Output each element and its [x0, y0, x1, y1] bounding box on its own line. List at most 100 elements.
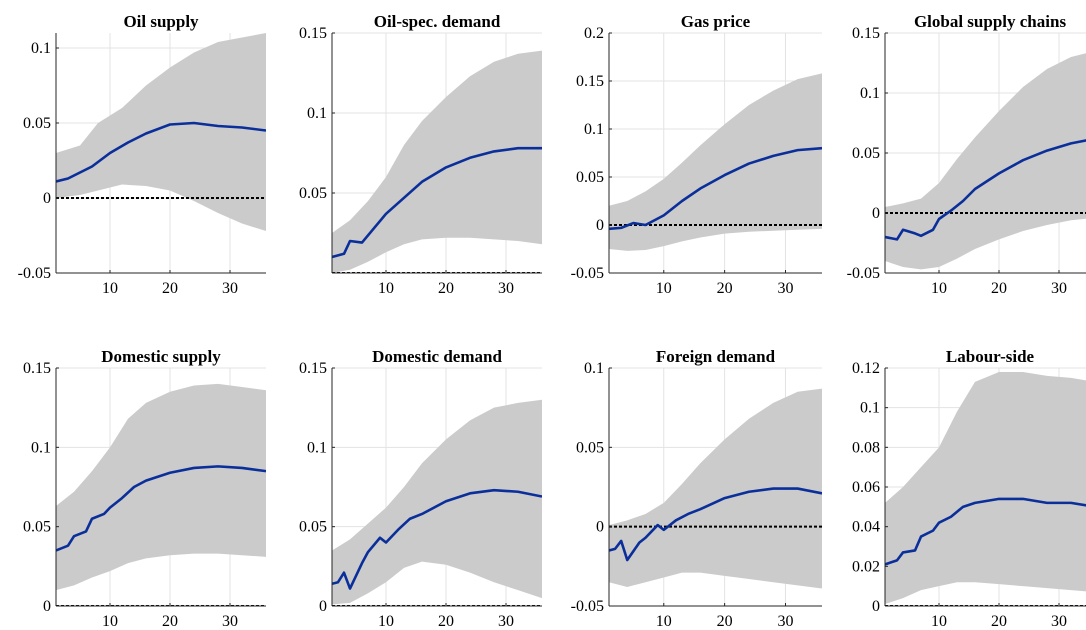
x-tick-label: 20 — [438, 613, 454, 630]
y-tick-label: 0.04 — [852, 519, 880, 536]
x-tick-label: 20 — [717, 280, 733, 297]
x-tick-label: 20 — [991, 280, 1007, 297]
plot-area — [332, 399, 542, 606]
x-tick-label: 30 — [1051, 280, 1067, 297]
y-tick-label: 0.15 — [299, 25, 327, 42]
confidence-band — [885, 371, 1086, 605]
response-line — [609, 146, 822, 231]
y-tick-label: 0 — [596, 217, 604, 234]
y-tick-label: 0.06 — [852, 479, 880, 496]
y-tick-label: 0.1 — [307, 439, 327, 456]
x-tick-label: 30 — [498, 280, 514, 297]
x-tick-label: 30 — [777, 280, 793, 297]
panel-title: Oil supply — [123, 12, 199, 31]
y-tick-label: 0.1 — [31, 439, 51, 456]
x-tick-label: 10 — [102, 613, 118, 630]
y-tick-label: 0.05 — [23, 115, 51, 132]
plot-area — [885, 371, 1086, 606]
response-line — [885, 497, 1086, 566]
panel-title: Labour-side — [946, 347, 1035, 366]
plot-area — [56, 33, 266, 231]
y-tick-label: 0.1 — [584, 360, 604, 377]
y-tick-label: 0.12 — [852, 360, 880, 377]
x-tick-label: 30 — [1051, 613, 1067, 630]
panel-title: Global supply chains — [914, 12, 1067, 31]
y-tick-label: 0.05 — [299, 185, 327, 202]
y-tick-label: 0 — [596, 519, 604, 536]
chart-panel: 0 0.05 0.1 0.15 10 20 30 Domestic supply — [23, 347, 266, 630]
y-tick-label: 0 — [872, 598, 880, 615]
x-tick-label: 30 — [498, 613, 514, 630]
y-tick-label: 0.1 — [307, 105, 327, 122]
y-tick-label: 0.15 — [852, 25, 880, 42]
plot-area — [885, 53, 1086, 270]
panel-title: Oil-spec. demand — [374, 12, 501, 31]
x-tick-label: 20 — [438, 280, 454, 297]
x-tick-label: 30 — [222, 613, 238, 630]
x-tick-label: 10 — [656, 613, 672, 630]
x-tick-label: 10 — [378, 280, 394, 297]
y-tick-label: 0.15 — [576, 73, 604, 90]
x-tick-label: 20 — [717, 613, 733, 630]
x-tick-label: 20 — [991, 613, 1007, 630]
confidence-band — [56, 33, 266, 231]
y-tick-label: 0.1 — [584, 121, 604, 138]
confidence-band — [609, 388, 822, 589]
x-tick-label: 10 — [656, 280, 672, 297]
confidence-band — [56, 383, 266, 591]
x-tick-label: 10 — [931, 613, 947, 630]
y-tick-label: 0.05 — [299, 519, 327, 536]
x-tick-label: 10 — [378, 613, 394, 630]
y-tick-label: -0.05 — [18, 265, 51, 282]
y-tick-label: -0.05 — [571, 598, 604, 615]
y-tick-label: 0 — [872, 205, 880, 222]
x-tick-label: 30 — [222, 280, 238, 297]
chart-panel: -0.05 0 0.05 0.1 0.15 0.2 10 20 30 Gas price — [571, 12, 822, 297]
y-tick-label: 0.15 — [23, 360, 51, 377]
chart-panel: -0.05 0 0.05 0.1 10 20 30 Foreign demand — [571, 347, 822, 630]
y-tick-label: 0.05 — [852, 145, 880, 162]
response-line — [332, 146, 542, 259]
y-tick-label: 0 — [319, 598, 327, 615]
panel-title: Gas price — [681, 12, 751, 31]
y-tick-label: 0.05 — [23, 519, 51, 536]
y-tick-label: 0.1 — [860, 400, 880, 417]
panel-title: Foreign demand — [656, 347, 776, 366]
y-tick-label: 0.02 — [852, 558, 880, 575]
plot-area — [609, 388, 822, 589]
chart-panel: -0.05 0 0.05 0.1 10 20 30 Oil supply — [18, 12, 266, 297]
y-tick-label: 0.05 — [576, 169, 604, 186]
panel-title: Domestic supply — [101, 347, 221, 366]
chart-panel: -0.05 0 0.05 0.1 0.15 10 20 30 Global supply cha… — [847, 12, 1086, 297]
y-tick-label: 0.05 — [576, 439, 604, 456]
y-tick-label: -0.05 — [571, 265, 604, 282]
response-line — [332, 488, 542, 590]
y-tick-label: 0 — [43, 190, 51, 207]
plot-area — [609, 73, 822, 251]
y-tick-label: -0.05 — [847, 265, 880, 282]
response-line — [609, 487, 822, 562]
response-line — [885, 139, 1086, 241]
x-tick-label: 20 — [162, 280, 178, 297]
response-line — [56, 465, 266, 552]
y-tick-label: 0.2 — [584, 25, 604, 42]
plot-area — [332, 50, 542, 273]
x-tick-label: 30 — [777, 613, 793, 630]
y-tick-label: 0.1 — [860, 85, 880, 102]
x-tick-label: 10 — [102, 280, 118, 297]
x-tick-label: 10 — [931, 280, 947, 297]
y-tick-label: 0 — [43, 598, 51, 615]
chart-panel: 0.05 0.1 0.15 10 20 30 Oil-spec. demand — [299, 12, 542, 297]
response-line — [56, 121, 266, 183]
panel-title: Domestic demand — [372, 347, 502, 366]
y-tick-label: 0.08 — [852, 439, 880, 456]
confidence-band — [609, 73, 822, 251]
x-tick-label: 20 — [162, 613, 178, 630]
chart-panel: 0 0.05 0.1 0.15 10 20 30 Domestic demand — [299, 347, 542, 630]
y-tick-label: 0.1 — [31, 40, 51, 57]
confidence-band — [332, 399, 542, 605]
chart-panel: 0 0.02 0.04 0.06 0.08 0.1 0.12 10 20 30 Labour-sid… — [852, 347, 1086, 630]
plot-area — [56, 383, 266, 606]
confidence-band — [885, 53, 1086, 270]
